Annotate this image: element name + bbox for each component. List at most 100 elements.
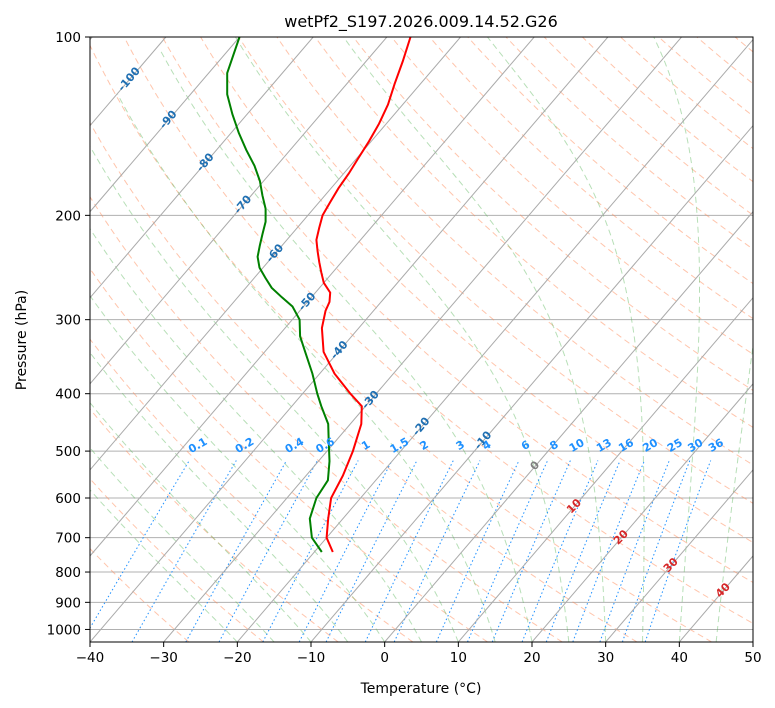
moist-adiabat-line: [715, 341, 753, 642]
isotherm-line: [752, 641, 753, 642]
moist-adiabat-line: [90, 402, 312, 642]
mixing-ratio-label: 16: [616, 436, 636, 455]
mixing-ratio-line: [521, 460, 599, 642]
isotherm-line: [90, 37, 535, 557]
y-tick-label: 400: [55, 387, 81, 403]
mixing-ratio-label: 25: [665, 436, 685, 455]
y-tick-label: 500: [55, 444, 81, 460]
dry-adiabat-line: [543, 37, 753, 216]
isotherm-line: [90, 37, 314, 299]
isotherm-line: [236, 38, 753, 642]
mixing-ratio-line: [185, 460, 287, 642]
chart-title: wetPf2_S197.2026.009.14.52.G26: [284, 12, 558, 32]
dry-adiabat-line: [90, 121, 638, 642]
mixing-ratio-line: [491, 460, 571, 642]
dry-adiabat-line: [90, 195, 563, 642]
mixing-ratio-line: [393, 460, 481, 642]
mixing-ratio-line: [435, 460, 520, 642]
dry-adiabat-line: [429, 37, 753, 320]
mixing-ratio-line: [325, 460, 418, 642]
x-tick-label: 50: [744, 650, 761, 666]
y-tick-label: 700: [55, 531, 81, 547]
mixing-ratio-line: [364, 460, 454, 642]
mixing-ratio-line: [644, 460, 712, 642]
mixing-ratio-label: 0.2: [233, 435, 256, 456]
dry-adiabat-line: [467, 37, 753, 285]
plot-frame: [89, 36, 754, 643]
x-tick-label: −30: [149, 650, 178, 666]
dry-adiabat-line: [505, 37, 753, 250]
isotherm-line: [90, 37, 609, 642]
isotherm-line: [90, 37, 240, 213]
moist-adiabat-line: [653, 37, 700, 642]
mixing-ratio-label: 30: [685, 436, 705, 455]
x-axis-ticks: −40 −30 −20 −10 0 10 20 30 40 50: [76, 642, 762, 666]
isotherm-line: [90, 37, 461, 471]
moist-adiabat-line: [90, 227, 422, 642]
dry-adiabat-line: [238, 37, 753, 504]
y-tick-label: 200: [55, 208, 81, 224]
dry-adiabat-line: [90, 478, 264, 642]
y-tick-label: 900: [55, 595, 81, 611]
x-tick-label: 30: [597, 650, 614, 666]
moist-adiabat-line: [90, 145, 459, 642]
isotherm-line: [531, 383, 753, 642]
dry-adiabat-line: [200, 37, 753, 544]
y-tick-label: 1000: [47, 622, 81, 638]
mixing-ratio-label: 1.5: [388, 435, 411, 456]
x-tick-label: 0: [380, 650, 389, 666]
dry-adiabat-line: [90, 44, 712, 642]
y-tick-label: 300: [55, 313, 81, 329]
dry-adiabat-line: [314, 37, 753, 428]
dry-adiabat-line: [734, 37, 753, 53]
moist-adiabat-line: [159, 49, 533, 642]
mixing-ratio-label: 0.4: [283, 435, 307, 456]
mixing-ratio-line: [262, 460, 359, 642]
isotherm-line: [678, 555, 753, 642]
plot-area: [90, 37, 753, 642]
isotherm-line: [310, 124, 753, 642]
mixing-ratio-label: 0.6: [314, 435, 338, 456]
moist-adiabat-line: [90, 447, 275, 642]
isotherm-line: [384, 210, 753, 642]
isotherm-line: [163, 37, 682, 642]
temperature-profile-line: [315, 37, 412, 553]
y-tick-label: 100: [55, 30, 81, 46]
moist-adiabat-line: [234, 37, 570, 642]
mixing-ratio-label: 10: [567, 436, 587, 455]
moist-adiabat-line: [487, 37, 645, 642]
mixing-ratio-line: [298, 460, 393, 642]
mixing-ratio-line: [467, 460, 549, 642]
y-tick-label: 600: [55, 491, 81, 507]
x-tick-label: −20: [223, 650, 252, 666]
x-tick-label: −40: [76, 650, 105, 666]
dry-adiabat-line: [696, 37, 753, 85]
mixing-ratio-label: 36: [706, 436, 726, 455]
x-tick-label: 10: [450, 650, 467, 666]
isotherm-line: [90, 37, 388, 385]
moist-adiabat-line: [343, 37, 607, 642]
y-axis-ticks: 1000 900 800 700 600 500 400 300 200 100: [47, 30, 90, 638]
mixing-ratio-label: 0.1: [186, 435, 209, 456]
x-tick-label: 40: [671, 650, 688, 666]
moist-adiabat-line: [90, 294, 386, 642]
mixing-ratio-line: [572, 460, 645, 642]
dry-adiabat-line: [90, 338, 414, 642]
isotherm-line: [457, 296, 753, 642]
isotherm-line: [605, 469, 753, 642]
dry-adiabat-line: [391, 37, 753, 355]
dewpoint-profile-line: [226, 37, 331, 553]
x-axis-label: Temperature (°C): [360, 681, 482, 697]
x-tick-label: 20: [523, 650, 540, 666]
x-tick-label: −10: [297, 650, 326, 666]
dry-adiabat-line: [620, 37, 753, 150]
mixing-ratio-line: [621, 460, 691, 642]
mixing-ratio-label: 13: [594, 436, 614, 455]
y-axis-label: Pressure (hPa): [14, 290, 30, 390]
dry-adiabat-line: [161, 37, 753, 584]
mixing-ratio-line: [599, 460, 670, 642]
mixing-ratio-line: [131, 460, 237, 642]
dry-adiabat-line: [352, 37, 753, 392]
